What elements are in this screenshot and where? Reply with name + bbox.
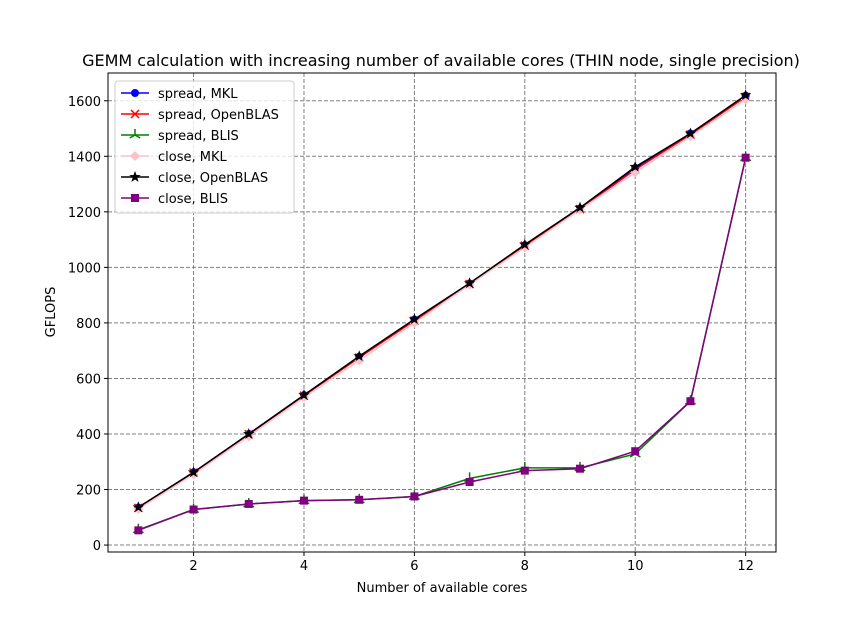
data-point (299, 496, 308, 505)
x-tick-label: 2 (189, 559, 197, 574)
series-6 (134, 153, 750, 535)
legend-marker (130, 151, 140, 161)
plot-frame (107, 72, 777, 553)
legend-marker (131, 194, 139, 202)
legend-label: close, OpenBLAS (158, 171, 268, 186)
data-point (410, 492, 419, 501)
data-point (741, 153, 750, 162)
legend-entry: close, OpenBLAS (121, 171, 268, 186)
y-tick-label: 1600 (68, 95, 101, 110)
x-tick-label: 4 (300, 559, 308, 574)
data-point (189, 505, 198, 514)
legend-marker (130, 109, 140, 119)
legend-marker (129, 129, 141, 139)
legend-entry: spread, MKL (121, 87, 238, 102)
data-point (520, 466, 529, 475)
data-point (631, 447, 640, 456)
y-tick-label: 200 (76, 484, 101, 499)
data-point (684, 127, 697, 139)
data-point (739, 89, 752, 101)
x-tick-label: 10 (627, 559, 644, 574)
data-point (353, 350, 365, 362)
series-line (137, 94, 747, 508)
legend-entry: close, MKL (121, 150, 227, 165)
data-point (244, 499, 253, 508)
series-lines (132, 89, 752, 535)
y-axis-label: GFLOPS (44, 287, 59, 338)
data-point (463, 277, 476, 289)
series-5 (132, 89, 752, 513)
legend-marker (131, 89, 139, 97)
legend: spread, MKL spread, OpenBLAS spread, BLIS c… (114, 80, 295, 214)
data-point (686, 397, 695, 406)
data-point (576, 464, 585, 473)
y-tick-label: 1200 (68, 206, 101, 221)
y-tick-label: 800 (76, 317, 101, 332)
data-point (465, 478, 474, 487)
y-tick-label: 1000 (68, 261, 101, 276)
legend-entry: close, BLIS (121, 192, 228, 207)
chart-title: GEMM calculation with increasing number … (82, 51, 800, 70)
data-point (187, 466, 200, 478)
x-tick-label: 6 (410, 559, 418, 574)
x-tick-label: 12 (737, 559, 754, 574)
legend-entry: spread, BLIS (121, 129, 239, 144)
data-point (355, 495, 364, 504)
data-point (408, 313, 421, 325)
data-point (629, 160, 641, 172)
legend-label: spread, MKL (158, 87, 238, 102)
data-point (574, 201, 586, 213)
legend-marker (129, 171, 141, 182)
y-tick-label: 0 (93, 539, 101, 554)
x-tick-label: 8 (521, 559, 529, 574)
legend-label: close, MKL (158, 150, 227, 165)
y-tick-label: 1400 (68, 150, 101, 165)
y-axis-ticks: 0 200 400 600 800 1000 1200 1400 1600 (68, 95, 108, 554)
data-point (134, 526, 143, 535)
data-point (243, 427, 255, 439)
series-line (138, 157, 747, 532)
y-tick-label: 600 (76, 372, 101, 387)
x-axis-ticks: 2 4 6 8 10 12 (189, 552, 754, 574)
legend-label: spread, BLIS (158, 129, 239, 144)
data-point (132, 501, 145, 513)
data-point (298, 389, 310, 400)
y-tick-label: 400 (76, 428, 101, 443)
legend-label: close, BLIS (158, 192, 228, 207)
x-axis-label: Number of available cores (357, 581, 528, 596)
legend-label: spread, OpenBLAS (158, 108, 279, 123)
legend-box (114, 80, 295, 214)
data-point (519, 238, 531, 250)
series-line (137, 98, 747, 510)
legend-entry: spread, OpenBLAS (121, 108, 279, 123)
